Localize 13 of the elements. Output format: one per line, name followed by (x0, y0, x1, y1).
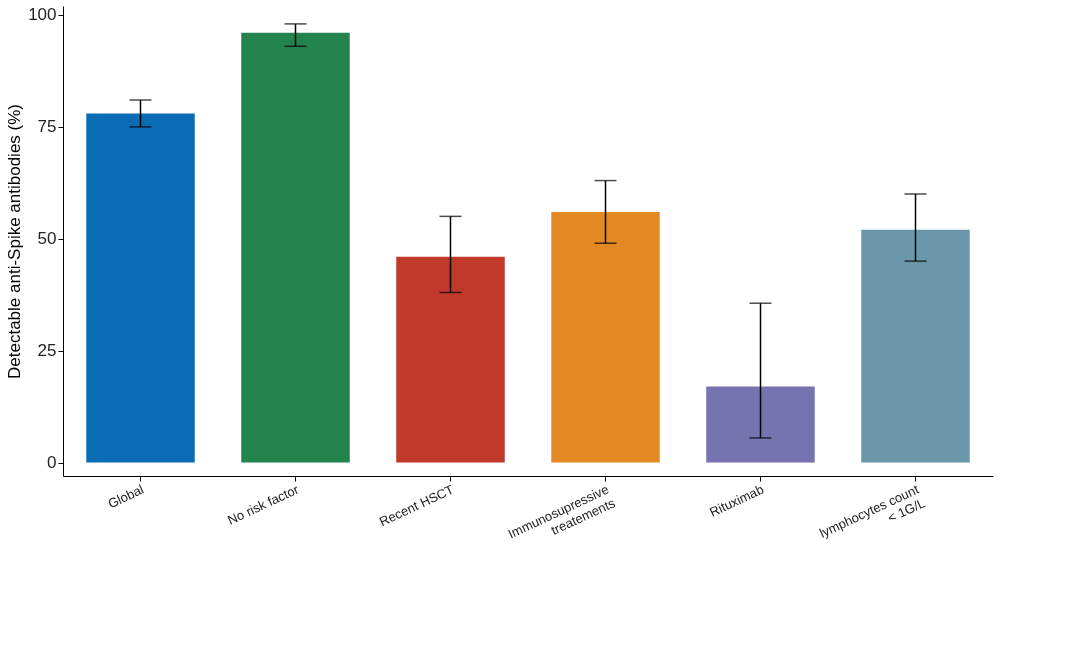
bar (241, 32, 350, 463)
bar (551, 211, 660, 463)
y-tick-label: 100 (28, 5, 57, 25)
y-tick-label: 25 (37, 341, 57, 361)
y-tick-label: 0 (47, 453, 57, 473)
bar (861, 229, 970, 463)
y-tick-label: 75 (37, 117, 57, 137)
bar (706, 386, 815, 463)
bar (86, 113, 195, 463)
y-tick-label: 50 (37, 229, 57, 249)
x-tick-label: No risk factor (225, 481, 302, 528)
y-axis-title: Detectable anti-Spike antibodies (%) (5, 104, 25, 379)
bar (396, 256, 505, 463)
